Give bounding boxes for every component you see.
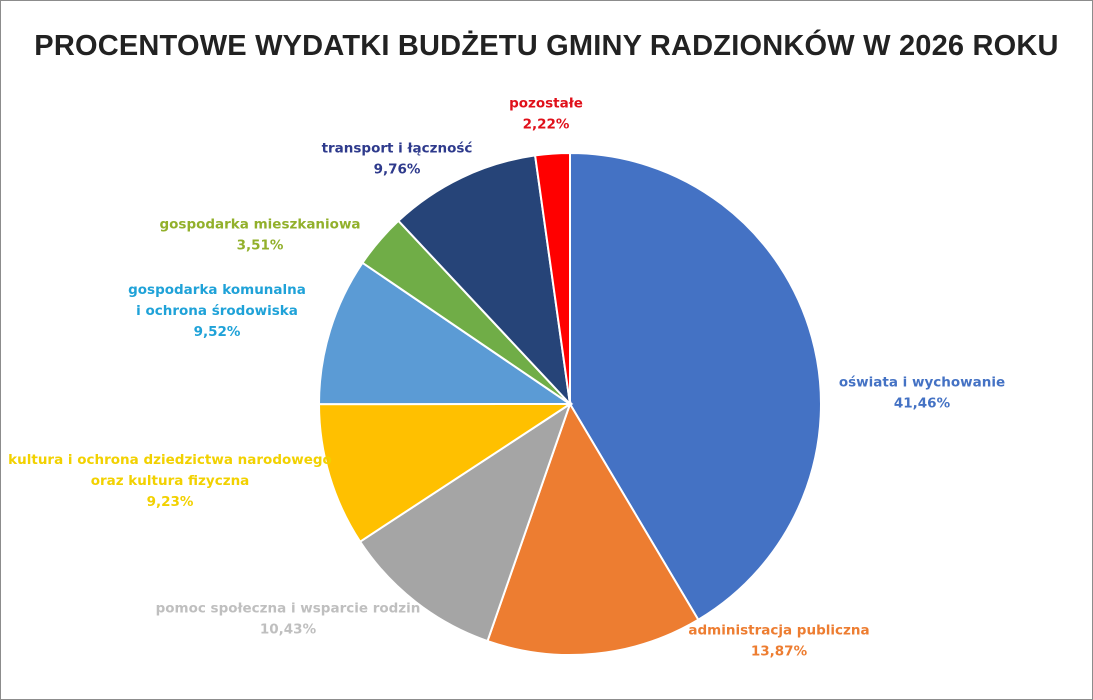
data-label-2: pomoc społeczna i wsparcie rodzin 10,43% bbox=[156, 601, 421, 638]
data-label-value: 9,23% bbox=[147, 494, 194, 510]
pie-slice-4 bbox=[317, 261, 574, 406]
data-label-5: gospodarka mieszkaniowa 3,51% bbox=[159, 217, 360, 254]
pie-slice-0 bbox=[569, 151, 822, 622]
data-label-6: transport i łączność 9,76% bbox=[322, 141, 473, 178]
data-label-value: 13,87% bbox=[751, 644, 808, 660]
data-label-value: 9,52% bbox=[194, 324, 241, 340]
data-label-text: pozostałe bbox=[509, 96, 583, 112]
data-label-7: pozostałe 2,22% bbox=[509, 96, 583, 133]
data-label-3: kultura i ochrona dziedzictwa narodowego… bbox=[8, 452, 332, 510]
data-label-value: 3,51% bbox=[237, 238, 284, 254]
pie-slice-1 bbox=[486, 401, 700, 656]
data-label-4: gospodarka komunalna i ochrona środowiska… bbox=[128, 282, 306, 340]
data-label-text: gospodarka mieszkaniowa bbox=[159, 217, 360, 233]
data-label-value: 9,76% bbox=[374, 162, 421, 178]
pie-slice-6 bbox=[396, 154, 572, 407]
data-label-text: pomoc społeczna i wsparcie rodzin bbox=[156, 601, 421, 617]
data-label-text: oraz kultura fizyczna bbox=[91, 473, 250, 489]
data-label-text: administracja publiczna bbox=[688, 623, 869, 639]
data-label-text: i ochrona środowiska bbox=[136, 303, 298, 319]
data-label-value: 2,22% bbox=[523, 117, 570, 133]
chart-title: PROCENTOWE WYDATKI BUDŻETU GMINY RADZION… bbox=[34, 30, 1059, 62]
pie-slice-2 bbox=[358, 401, 572, 643]
data-label-0: oświata i wychowanie 41,46% bbox=[839, 375, 1005, 412]
data-label-text: transport i łączność bbox=[322, 141, 473, 157]
pie-slice-7 bbox=[533, 151, 571, 405]
data-label-1: administracja publiczna 13,87% bbox=[688, 623, 869, 660]
data-label-text: oświata i wychowanie bbox=[839, 375, 1005, 391]
data-label-value: 41,46% bbox=[894, 396, 951, 412]
pie-slice-3 bbox=[317, 402, 574, 544]
data-label-text: kultura i ochrona dziedzictwa narodowego bbox=[8, 452, 332, 468]
data-label-text: gospodarka komunalna bbox=[128, 282, 306, 298]
data-label-value: 10,43% bbox=[260, 622, 317, 638]
